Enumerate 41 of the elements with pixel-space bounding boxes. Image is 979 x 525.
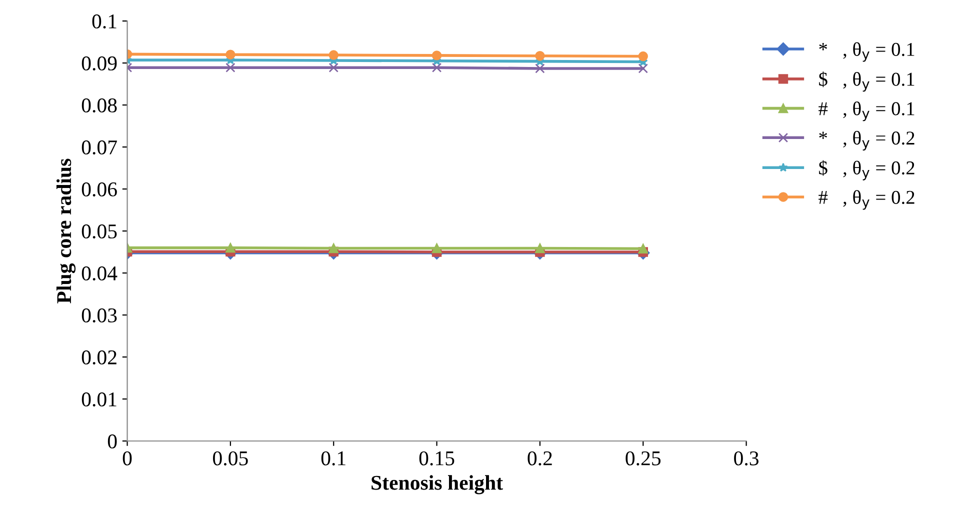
point (638, 64, 648, 74)
point (226, 62, 236, 72)
point (638, 51, 648, 62)
point (328, 243, 338, 254)
point (535, 243, 545, 254)
legend-label: * , θ$_{y}$ = 0.2 (819, 130, 914, 150)
y-tick-label: 0.06 (82, 182, 117, 197)
legend-label: $ , θ$_{y}$ = 0.1 (819, 72, 914, 92)
y-tick-label: 0.07 (82, 140, 117, 155)
legend-label: * , θ$_{y}$ = 0.1 (819, 42, 914, 62)
x-tick-label: 0.3 (734, 451, 758, 466)
y-tick-label: 0.01 (82, 392, 116, 407)
point (638, 244, 648, 254)
y-tick-label: 0.1 (92, 14, 116, 29)
y-tick-label: 0.09 (82, 56, 117, 71)
x-tick-label: 0.15 (419, 451, 454, 466)
x-tick-label: 0 (122, 451, 132, 466)
y-tick-label: 0.05 (82, 224, 117, 239)
y-tick-label: 0 (108, 434, 117, 448)
point (535, 64, 545, 74)
x-tick-label: 0.2 (528, 451, 552, 466)
legend-label: $ , θ$_{y}$ = 0.2 (819, 160, 914, 180)
y-axis-title: Plug core radius (56, 158, 76, 304)
y-tick-label: 0.08 (82, 98, 117, 113)
point (328, 50, 338, 60)
y-tick-label: 0.02 (82, 350, 116, 365)
point (432, 50, 442, 60)
x-tick-label: 0.05 (213, 451, 248, 466)
legend-label: # , θ$_{y}$ = 0.1 (818, 102, 914, 122)
x-axis-title: Stenosis height (372, 475, 503, 494)
point (226, 242, 236, 253)
x-tick-label: 0.25 (626, 451, 661, 466)
point (432, 243, 442, 254)
x-tick-label: 0.1 (321, 451, 346, 466)
y-tick-label: 0.04 (82, 266, 118, 281)
legend-label: # , θ$_{y}$ = 0.2 (818, 190, 914, 210)
y-tick-label: 0.03 (82, 308, 117, 323)
point (432, 62, 442, 72)
point (226, 50, 236, 60)
point (328, 62, 338, 72)
point (535, 51, 545, 61)
